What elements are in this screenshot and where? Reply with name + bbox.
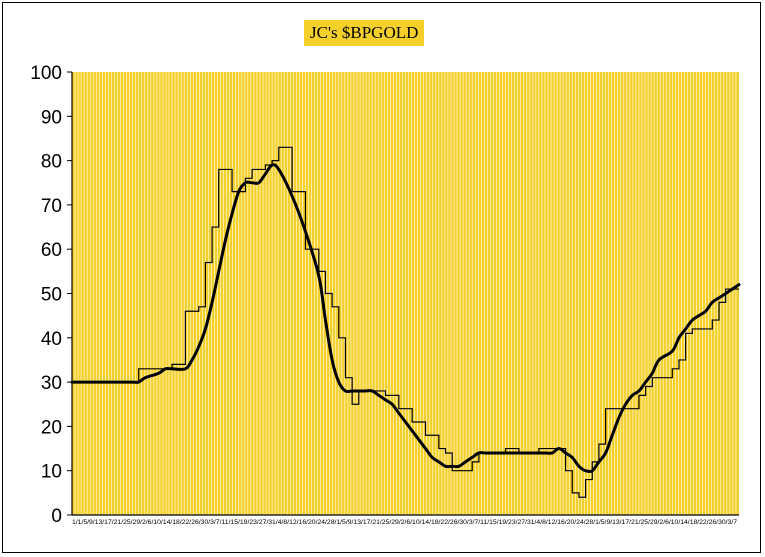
- y-tick-label: 10: [41, 462, 62, 483]
- y-tick-label: 40: [41, 329, 62, 350]
- y-tick-label: 50: [41, 285, 62, 306]
- chart-title: JC's $BPGOLD: [304, 20, 425, 46]
- y-tick-label: 60: [41, 240, 62, 261]
- series-line-thick: [70, 163, 741, 474]
- y-tick-label: 30: [41, 373, 62, 394]
- y-tick-label: 80: [41, 152, 62, 173]
- y-tick-label: 20: [41, 417, 62, 438]
- series-line-thin: [72, 146, 739, 498]
- y-axis: 0 10 20 30 40 50 60 70 80 90 100: [30, 63, 73, 527]
- y-tick-label: 70: [41, 196, 62, 217]
- y-tick-label: 90: [41, 107, 62, 128]
- x-axis: 1/1/5/9/13/17/21/25/29/2/6/10/14/18/22/2…: [72, 514, 739, 526]
- series-group: [70, 146, 741, 498]
- x-tick-labels: 1/1/5/9/13/17/21/25/29/2/6/10/14/18/22/2…: [72, 520, 738, 526]
- y-tick-label: 100: [30, 63, 62, 84]
- y-tick-label: 0: [51, 506, 62, 527]
- vertical-gridlines: [74, 72, 737, 515]
